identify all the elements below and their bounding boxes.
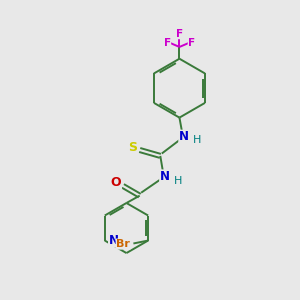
Text: H: H (193, 135, 201, 145)
Text: Br: Br (116, 239, 130, 249)
Text: N: N (179, 130, 189, 143)
Text: F: F (188, 38, 195, 47)
Text: S: S (128, 141, 137, 154)
Text: O: O (111, 176, 122, 190)
Text: F: F (176, 29, 183, 39)
Text: N: N (109, 234, 118, 247)
Text: H: H (174, 176, 182, 186)
Text: N: N (160, 170, 170, 183)
Text: F: F (164, 38, 171, 47)
